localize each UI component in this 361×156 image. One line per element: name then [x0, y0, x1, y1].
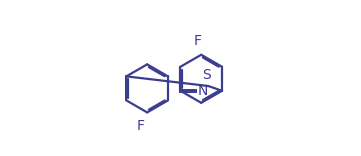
Text: F: F	[193, 34, 202, 48]
Text: S: S	[203, 68, 211, 82]
Text: N: N	[197, 84, 208, 98]
Text: F: F	[136, 119, 144, 133]
